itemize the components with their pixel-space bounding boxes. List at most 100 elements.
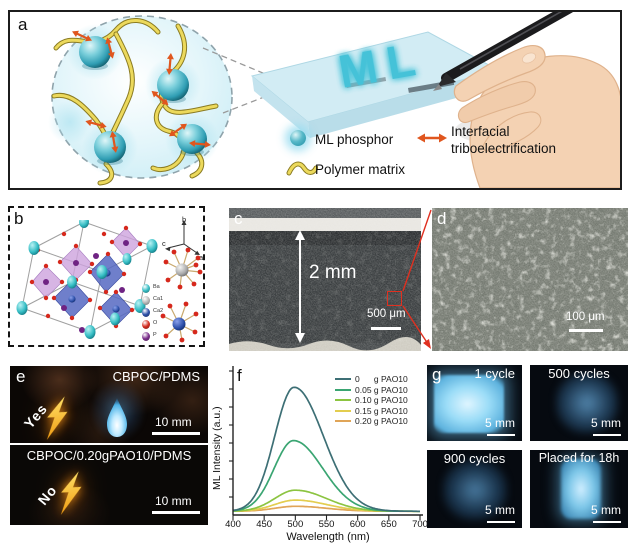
- sem-cross-section-image: [229, 208, 421, 351]
- polymer-wave-icon: [286, 161, 318, 176]
- crystal-structure: [16, 220, 158, 339]
- ml-glow-dim: [443, 460, 507, 520]
- axis-a-label: a: [199, 253, 204, 260]
- middle-finger: [457, 81, 536, 124]
- fingernail: [521, 52, 537, 64]
- legend-row: 0.20 g PAO10: [335, 416, 408, 427]
- atom-legend-row: Ca2: [142, 306, 163, 318]
- sample-title-bottom: CBPOC/0.20gPAO10/PDMS: [26, 448, 192, 463]
- scalebar-5mm-label: 5 mm: [485, 416, 515, 430]
- legend-line-swatch: [335, 420, 351, 423]
- ml-glow-medium: [561, 459, 601, 519]
- axis-triad: b c a: [162, 215, 204, 260]
- ml-glow-flame: [107, 398, 127, 437]
- scalebar-5mm-label: 5 mm: [591, 503, 621, 517]
- hand-illustration: [433, 12, 620, 188]
- p-atom-icon: [142, 331, 150, 341]
- panel-c-label: c: [234, 209, 243, 228]
- photo-caption: 900 cycles: [443, 451, 506, 466]
- thickness-label: 2 mm: [309, 262, 357, 283]
- interfacial-arrow-icon: [417, 133, 447, 143]
- legend-row: 0 g PAO10: [335, 374, 408, 385]
- scalebar-10mm-bar-top: [152, 432, 200, 435]
- scalebar-5mm-label: 5 mm: [485, 503, 515, 517]
- triboelectrification-label: Interfacial triboelectrification: [451, 124, 557, 156]
- panel-a-schematic: a: [8, 10, 622, 190]
- panel-a-label: a: [18, 15, 28, 34]
- panel-b-label: b: [14, 209, 24, 228]
- legend-line-swatch: [335, 388, 351, 391]
- ml-phosphor-label: ML phosphor: [315, 132, 394, 147]
- sample-title-top: CBPOC/PDMS: [112, 369, 200, 384]
- panel-g-photo-placed-18h: Placed for 18h 5 mm: [530, 450, 628, 528]
- photo-caption: Placed for 18h: [538, 451, 620, 465]
- panel-e-ml-photo-bottom: CBPOC/0.20gPAO10/PDMS No 10 mm: [10, 445, 208, 525]
- x-tick-label: 700: [412, 519, 428, 530]
- panel-e-label: e: [16, 367, 26, 386]
- thickness-arrow: [295, 230, 305, 343]
- written-groove-m: [346, 77, 387, 88]
- scalebar-500um-bar: [371, 327, 401, 330]
- x-tick-label: 450: [256, 519, 273, 530]
- scalebar-10mm-bar-bottom: [152, 511, 200, 514]
- ml-glow-bright: [434, 375, 504, 433]
- scalebar-5mm-bar: [487, 433, 515, 436]
- coordination-clusters: [160, 247, 203, 343]
- ba-atom-icon: [142, 283, 150, 293]
- panel-g-photo-1cycle: g 1 cycle 5 mm: [427, 365, 522, 441]
- thumb: [482, 111, 542, 152]
- triboelectrification-arrows: [72, 30, 211, 153]
- scalebar-5mm-label: 5 mm: [591, 416, 621, 430]
- polymer-matrix-label: Polymer matrix: [315, 162, 406, 177]
- x-tick-label: 600: [349, 519, 366, 530]
- panel-b-crystal-structure: b: [8, 206, 205, 347]
- axis-b-label: b: [182, 215, 186, 224]
- atom-legend-row: P: [142, 330, 163, 342]
- atom-legend-row: O: [142, 318, 163, 330]
- atom-legend: Ba Ca1 Ca2 O P: [142, 282, 163, 342]
- x-tick-label: 400: [225, 519, 241, 530]
- legend-line-swatch: [335, 399, 351, 402]
- panel-a-illustration: ML: [48, 12, 620, 188]
- ml-phosphor-sphere-icon: [290, 130, 306, 146]
- x-tick-label: 500: [287, 519, 304, 530]
- ml-glow-dim: [556, 373, 618, 433]
- ca2-atom-icon: [142, 307, 150, 317]
- panel-d-label: d: [437, 209, 447, 228]
- spectrum-curve: [232, 386, 420, 513]
- x-axis-label: Wavelength (nm): [286, 531, 370, 543]
- panel-g-label: g: [432, 365, 442, 384]
- zoom-region-box: [387, 291, 402, 306]
- legend-line-swatch: [335, 409, 351, 412]
- scalebar-10mm-label-bottom: 10 mm: [155, 494, 192, 508]
- photo-caption: 1 cycle: [474, 366, 515, 381]
- scalebar-10mm-label-top: 10 mm: [155, 415, 192, 429]
- panel-d-sem-surface: d 100 μm: [432, 208, 628, 351]
- pen-illustration: [433, 12, 573, 91]
- spectrum-curve: [232, 439, 420, 513]
- lightning-bolt-icon: [60, 471, 82, 515]
- scalebar-100um-label: 100 μm: [566, 311, 605, 323]
- scalebar-5mm-bar: [593, 433, 621, 436]
- photo-caption: 500 cycles: [548, 366, 610, 381]
- axis-c-label: c: [162, 239, 166, 248]
- panel-g-photo-500cycles: 500 cycles 5 mm: [530, 365, 628, 441]
- scalebar-500um-label: 500 μm: [367, 308, 406, 320]
- sem-surface-image: [432, 208, 628, 351]
- o-atom-icon: [142, 319, 150, 329]
- x-tick-label: 550: [318, 519, 335, 530]
- panel-e-ml-photo-top: e CBPOC/PDMS Yes 10 mm: [10, 366, 208, 443]
- legend-row: 0.10 g PAO10: [335, 395, 408, 406]
- spectrum-chart: [229, 366, 423, 520]
- composite-inset-circle: [48, 15, 233, 186]
- atom-legend-row: Ca1: [142, 294, 163, 306]
- ca1-atom: [175, 263, 189, 277]
- lightning-bolt-icon: [46, 396, 68, 440]
- y-axis-label: ML Intensity (a.u.): [211, 406, 223, 490]
- legend-line-swatch: [335, 378, 351, 381]
- chart-legend: 0 g PAO10 0.05 g PAO10 0.10 g PAO10 0.15…: [335, 374, 408, 427]
- scalebar-100um-bar: [569, 329, 603, 332]
- atom-legend-row: Ba: [142, 282, 163, 294]
- scalebar-5mm-bar: [593, 520, 621, 523]
